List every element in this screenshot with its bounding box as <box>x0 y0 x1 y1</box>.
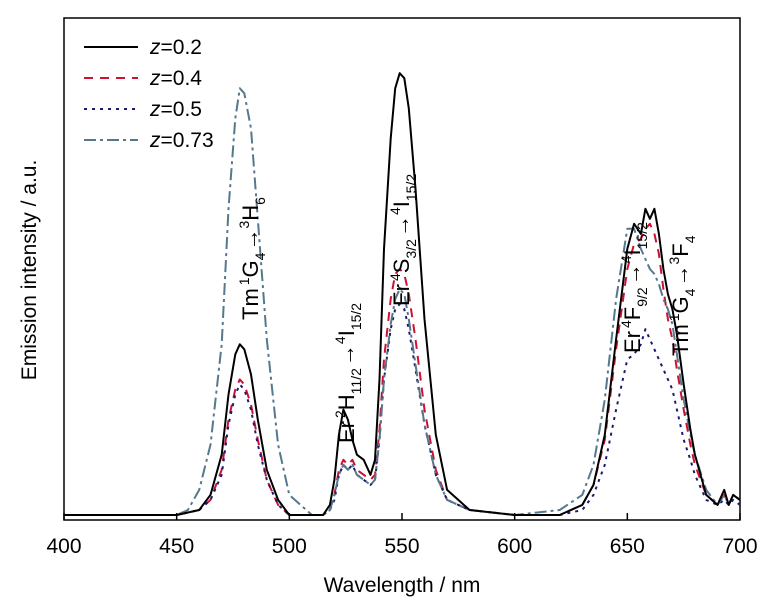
x-axis-label: Wavelength / nm <box>324 574 481 597</box>
x-tick-label: 500 <box>272 535 307 558</box>
series-line-1 <box>64 222 741 516</box>
x-tick-label: 550 <box>384 535 419 558</box>
series-line-0 <box>64 72 741 516</box>
x-tick-label: 400 <box>46 535 81 558</box>
x-tick-label: 450 <box>159 535 194 558</box>
x-tick-label: 600 <box>497 535 532 558</box>
x-axis-ticks: 400 450 500 550 600 650 700 <box>46 513 758 558</box>
annotation-er-red: Er4F9/2→4I15/2 <box>618 222 650 353</box>
annotation-tm-red: Tm1G4→3F4 <box>666 235 698 356</box>
legend-entry: z=0.5 <box>149 98 202 121</box>
legend-entry: z=0.4 <box>149 67 202 90</box>
transition-annotations: Tm1G4→3H6 Er2H11/2→4I15/2 Er4S3/2→4I15/2 Er… <box>236 174 698 443</box>
y-axis-label: Emission intensity / a.u. <box>18 160 41 381</box>
series-lines <box>64 72 741 516</box>
annotation-er-green-2: Er4S3/2→4I15/2 <box>387 174 419 306</box>
legend-entry: z=0.73 <box>149 129 214 152</box>
x-tick-label: 650 <box>610 535 645 558</box>
series-line-2 <box>64 303 741 516</box>
annotation-tm-blue: Tm1G4→3H6 <box>236 197 268 320</box>
annotation-er-green-1: Er2H11/2→4I15/2 <box>332 303 364 443</box>
x-tick-label: 700 <box>722 535 757 558</box>
legend: z=0.2 z=0.4 z=0.5 z=0.73 <box>84 36 214 152</box>
series-line-3 <box>64 87 741 516</box>
legend-entry: z=0.2 <box>149 36 202 59</box>
